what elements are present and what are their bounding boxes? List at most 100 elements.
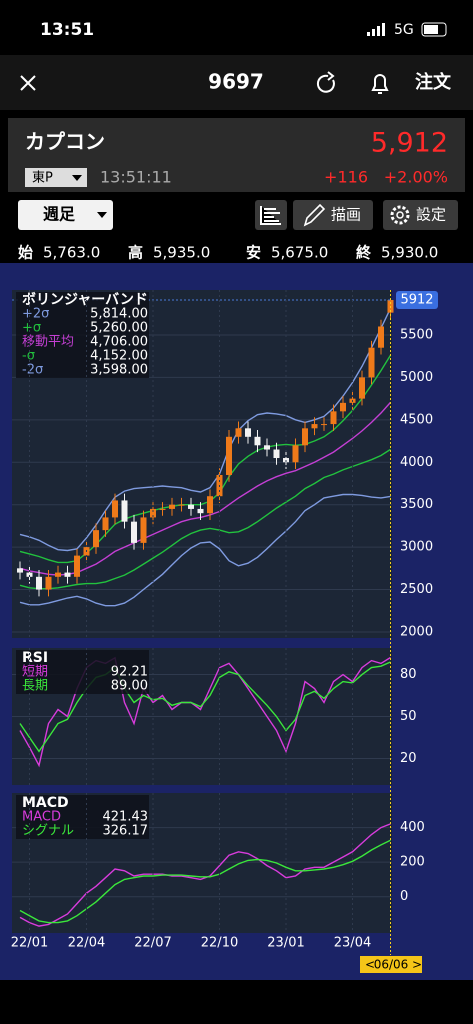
x-tick-label: 23/04 (334, 936, 371, 951)
ohlc-label: 高 (128, 244, 143, 262)
legend-name: 長期 (22, 679, 48, 694)
candle-body (112, 500, 118, 518)
dropdown-arrow (72, 175, 82, 181)
legend-title: ボリンジャーバンド (22, 292, 148, 308)
period: 週足 (43, 205, 76, 224)
candle-body (102, 517, 109, 531)
candle-body (292, 445, 299, 463)
battery (421, 22, 447, 37)
battery-level (424, 25, 438, 34)
series-line (19, 401, 392, 576)
pencil-icon (303, 203, 326, 227)
market: 東P (32, 170, 53, 186)
legend-title: RSI (22, 650, 48, 666)
change-pct: +2.00% (384, 168, 448, 187)
dropdown-arrow (97, 212, 107, 218)
close-button[interactable] (20, 75, 36, 91)
candle-body (45, 576, 52, 590)
legend-title: MACD (22, 795, 69, 811)
header-bar (0, 55, 473, 110)
legend-value: 4,152.00 (90, 349, 148, 364)
price: 5,912 (371, 128, 448, 159)
candle-body (235, 428, 242, 437)
cursor-label: 06/06 (374, 958, 409, 972)
y-tick-label: 80 (400, 667, 417, 682)
period-select[interactable] (18, 200, 113, 230)
cursor-badge (360, 956, 422, 973)
candle-body (159, 508, 166, 510)
legend-box (16, 292, 149, 378)
candle-body (226, 436, 232, 475)
y-tick-label: 50 (400, 709, 417, 724)
candle-body (340, 402, 346, 412)
stock-name: カプコン (25, 130, 105, 154)
series-line (19, 823, 391, 927)
order-button[interactable]: 注文 (415, 71, 452, 93)
legend-box (16, 795, 149, 839)
clock: 13:51 (40, 20, 94, 40)
candle-body (131, 521, 137, 543)
candle-body (321, 424, 327, 426)
legend-value: 326.17 (103, 824, 149, 839)
candle-body (121, 500, 128, 522)
candle-body (330, 411, 337, 425)
x-tick-label: 22/04 (68, 936, 105, 951)
gear-icon (396, 211, 404, 219)
market-select[interactable] (25, 168, 87, 187)
series-line (19, 307, 392, 552)
refresh-button[interactable] (316, 71, 335, 93)
draw-button[interactable] (293, 200, 373, 230)
cursor-arrow: < (365, 958, 375, 972)
candle-body (207, 496, 213, 514)
series-line (19, 839, 391, 924)
y-tick-label: 4500 (400, 412, 433, 427)
bars-icon (260, 206, 281, 225)
change: +116 (324, 168, 368, 187)
gear-icon (390, 205, 410, 225)
legend-name: +2σ (22, 307, 49, 322)
legend-value: 3,598.00 (90, 363, 148, 378)
x-tick-label: 22/01 (11, 936, 48, 951)
cursor-arrow: > (412, 958, 422, 972)
candle-body (197, 508, 204, 514)
y-tick-label: 5500 (400, 327, 433, 342)
y-tick-label: 3000 (400, 540, 433, 555)
legend-name: シグナル (22, 824, 74, 839)
network: 5G (394, 22, 414, 38)
y-tick-label: 3500 (400, 497, 433, 512)
quote-time: 13:51:11 (100, 168, 172, 187)
candle-body (188, 504, 194, 509)
alert-button[interactable] (371, 74, 389, 94)
candle-body (150, 508, 156, 518)
candle-body (368, 347, 375, 378)
legend-name: -2σ (22, 363, 43, 378)
y-tick-label: 4000 (400, 455, 433, 470)
y-tick-label: 2000 (400, 624, 433, 639)
header-title: 9697 (208, 70, 264, 94)
legend-value: 5,260.00 (90, 321, 148, 336)
legend-value: 421.43 (103, 810, 149, 825)
ohlc-value: 5,675.0 (271, 244, 328, 262)
ohlc-label: 安 (246, 244, 261, 262)
candle-body (302, 428, 308, 446)
settings-label: 設定 (416, 206, 446, 224)
legend-box (16, 650, 149, 694)
y-tick-label: 2500 (400, 582, 433, 597)
y-tick-label: 400 (400, 820, 425, 835)
series-line (19, 448, 391, 590)
legend-value: 4,706.00 (90, 335, 148, 350)
last-price-label: 5912 (400, 293, 433, 308)
candle-body (74, 555, 80, 577)
legend-name: 短期 (22, 665, 48, 680)
y-tick-label: 200 (400, 855, 425, 870)
legend-name: -σ (22, 349, 35, 364)
series-line (19, 493, 391, 607)
series-line (19, 661, 391, 753)
candle-body (36, 576, 42, 590)
series-line (19, 354, 392, 564)
legend-value: 5,814.00 (90, 307, 148, 322)
ohlc-label: 始 (18, 244, 33, 262)
candle-body (140, 517, 147, 543)
